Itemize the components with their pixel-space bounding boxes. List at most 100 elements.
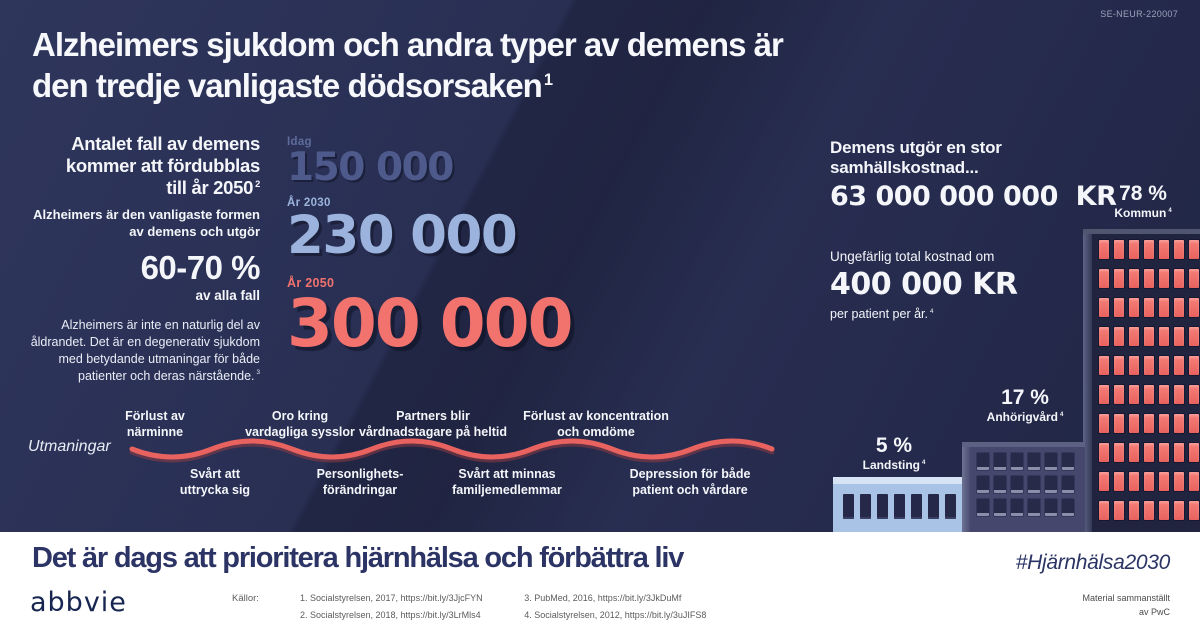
footer-title: Det är dags att prioritera hjärnhälsa oc… <box>32 542 684 574</box>
cases-paragraph-footnote: 3 <box>256 369 260 377</box>
source-item-3: 3. PubMed, 2016, https://bit.ly/3JkDuMf <box>524 593 682 603</box>
building-landsting <box>833 477 962 532</box>
window <box>994 476 1006 493</box>
cost-heading: Demens utgör en stor samhällskostnad... <box>830 138 1002 177</box>
window <box>1159 472 1169 491</box>
projection-today-value: 150 000 <box>287 145 454 190</box>
window <box>1062 453 1074 470</box>
anhorigvard-label: Anhörigvård 4 <box>962 410 1088 424</box>
window <box>911 494 922 519</box>
window <box>994 453 1006 470</box>
projection-2030-label: År 2030 <box>287 196 331 209</box>
window <box>1144 414 1154 433</box>
window <box>1045 499 1057 516</box>
window <box>1144 501 1154 520</box>
cases-paragraph: Alzheimers är inte en naturlig del av ål… <box>18 317 260 384</box>
projection-2050: År 2050 300 000 <box>287 276 574 362</box>
document-code: SE-NEUR-220007 <box>1100 9 1178 19</box>
challenge-forlust-narminne: Förlust av närminne <box>125 409 185 440</box>
landsting-label-text: Landsting <box>862 458 920 472</box>
window <box>860 494 871 519</box>
window <box>1189 385 1199 404</box>
window <box>1189 269 1199 288</box>
anhorigvard-footnote: 4 <box>1060 412 1064 418</box>
window <box>1159 414 1169 433</box>
building-anhorigvard <box>962 442 1085 532</box>
sources-list: 1. Socialstyrelsen, 2017, https://bit.ly… <box>300 593 720 620</box>
window <box>1174 443 1184 462</box>
window <box>1189 327 1199 346</box>
cost-split-kommun: 78 % Kommun 4 <box>1095 182 1191 220</box>
cases-heading: Antalet fall av demens kommer att fördub… <box>18 133 260 198</box>
window <box>1028 453 1040 470</box>
projection-today-label: Idag <box>287 136 312 148</box>
window <box>977 476 989 493</box>
window <box>1159 269 1169 288</box>
window <box>1129 327 1139 346</box>
window <box>1099 240 1109 259</box>
cases-heading-footnote: 2 <box>255 178 260 189</box>
abbvie-logo: abbvie <box>30 587 127 618</box>
window <box>1144 327 1154 346</box>
challenge-svart-minnas: Svårt att minnas familjemedlemmar <box>452 467 562 498</box>
window <box>1159 356 1169 375</box>
window <box>1174 414 1184 433</box>
window <box>1028 476 1040 493</box>
window <box>1189 443 1199 462</box>
window <box>1159 501 1169 520</box>
window <box>1114 414 1124 433</box>
window <box>1159 443 1169 462</box>
cost-per-patient-value: 400 000 KR <box>830 267 1018 302</box>
alzheimers-share-stat: 60-70 % <box>140 249 261 287</box>
window <box>1174 298 1184 317</box>
window <box>877 494 888 519</box>
source-item-4: 4. Socialstyrelsen, 2012, https://bit.ly… <box>524 610 707 620</box>
building-kommun <box>1083 229 1200 532</box>
window <box>1144 472 1154 491</box>
projection-2030-value: 230 000 <box>287 204 518 266</box>
source-item-1: 1. Socialstyrelsen, 2017, https://bit.ly… <box>300 593 483 603</box>
kommun-label: Kommun 4 <box>1095 206 1191 220</box>
alzheimers-share-caption: av alla fall <box>195 288 260 304</box>
challenge-forlust-koncentration: Förlust av koncentration och omdöme <box>523 409 669 440</box>
cases-subheading: Alzheimers är den vanligaste formen av d… <box>33 207 260 240</box>
landsting-label: Landsting 4 <box>838 458 950 472</box>
window <box>1011 476 1023 493</box>
window <box>1028 499 1040 516</box>
landsting-footnote: 4 <box>921 460 926 466</box>
cost-total-value: 63 000 000 000 KR <box>830 181 1117 212</box>
window <box>1129 414 1139 433</box>
window <box>1129 385 1139 404</box>
window <box>1189 472 1199 491</box>
wave-line <box>129 438 775 463</box>
cost-per-patient-intro: Ungefärlig total kostnad om <box>830 249 995 264</box>
source-item-2: 2. Socialstyrelsen, 2018, https://bit.ly… <box>300 610 481 620</box>
anhorigvard-label-text: Anhörigvård <box>986 410 1058 424</box>
window <box>1159 298 1169 317</box>
cost-split-landsting: 5 % Landsting 4 <box>838 434 950 472</box>
projection-2050-value: 300 000 <box>287 284 574 362</box>
building-landsting-windows <box>843 494 956 519</box>
challenge-depression: Depression för både patient och vårdare <box>629 467 751 498</box>
cost-per-patient-footnote: 4 <box>929 307 934 315</box>
window <box>1045 453 1057 470</box>
kommun-footnote: 4 <box>1168 208 1172 214</box>
sources-label: Källor: <box>232 593 259 604</box>
cases-paragraph-text: Alzheimers är inte en naturlig del av ål… <box>30 318 260 383</box>
window <box>1129 356 1139 375</box>
window <box>1062 476 1074 493</box>
window <box>1099 443 1109 462</box>
kommun-label-text: Kommun <box>1114 206 1167 220</box>
window <box>1189 501 1199 520</box>
window <box>1144 298 1154 317</box>
cases-heading-text: Antalet fall av demens kommer att fördub… <box>65 133 260 198</box>
window <box>1099 501 1109 520</box>
window <box>1129 501 1139 520</box>
window <box>1114 240 1124 259</box>
footer-credit: Material sammanställt av PwC <box>1082 593 1170 617</box>
cost-panel: Demens utgör en stor samhällskostnad... … <box>830 138 1130 321</box>
window <box>1144 269 1154 288</box>
window <box>1129 240 1139 259</box>
page-title-footnote: 1 <box>543 71 553 90</box>
